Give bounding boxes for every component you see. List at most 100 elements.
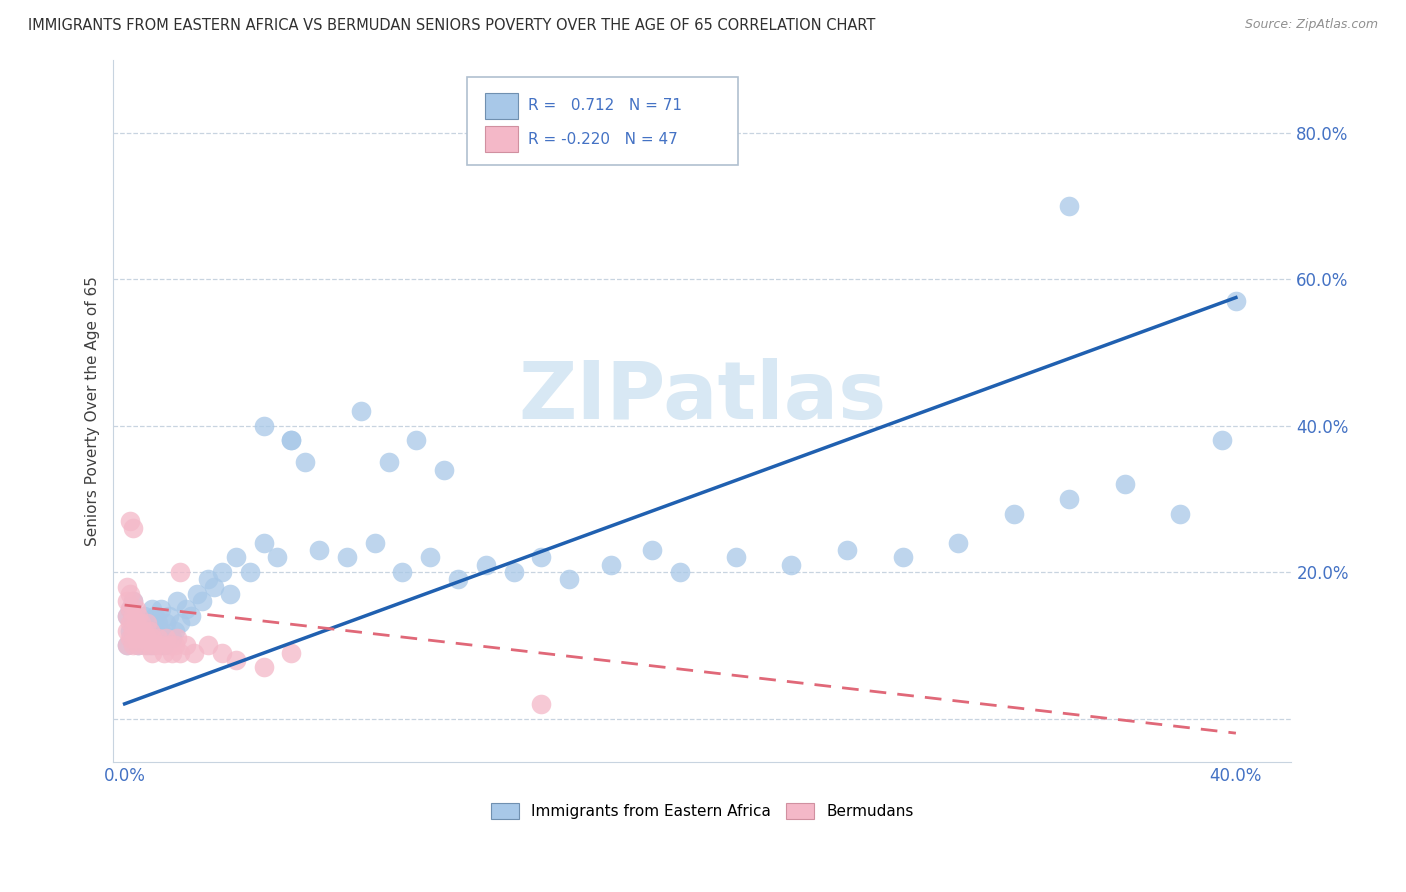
Point xyxy=(120,616,142,631)
Point xyxy=(186,587,208,601)
Point xyxy=(120,631,142,645)
Point xyxy=(122,624,145,638)
Point xyxy=(120,601,142,615)
Point xyxy=(138,638,160,652)
Point xyxy=(169,616,191,631)
Point xyxy=(125,616,148,631)
Point xyxy=(157,638,180,652)
Point xyxy=(336,550,359,565)
Point xyxy=(132,624,155,638)
Point xyxy=(128,624,150,638)
Point xyxy=(558,573,581,587)
Point xyxy=(166,594,188,608)
Point xyxy=(128,638,150,652)
Point xyxy=(122,631,145,645)
Point xyxy=(530,550,553,565)
Point xyxy=(135,624,157,638)
FancyBboxPatch shape xyxy=(467,78,738,165)
Point xyxy=(166,631,188,645)
Point xyxy=(117,624,139,638)
Point xyxy=(946,536,969,550)
Point xyxy=(149,624,172,638)
FancyBboxPatch shape xyxy=(485,126,517,153)
Point xyxy=(120,514,142,528)
Point xyxy=(252,660,274,674)
Point xyxy=(191,594,214,608)
Point xyxy=(155,631,177,645)
Point xyxy=(129,631,152,645)
Point xyxy=(391,565,413,579)
Point xyxy=(219,587,242,601)
Point xyxy=(141,601,163,615)
FancyBboxPatch shape xyxy=(485,93,517,120)
Point xyxy=(117,609,139,624)
Point xyxy=(225,550,247,565)
Point xyxy=(280,646,302,660)
Point xyxy=(1168,507,1191,521)
Point xyxy=(280,434,302,448)
Point xyxy=(146,631,169,645)
Point xyxy=(724,550,747,565)
Point xyxy=(141,646,163,660)
Y-axis label: Seniors Poverty Over the Age of 65: Seniors Poverty Over the Age of 65 xyxy=(86,277,100,546)
Point xyxy=(120,587,142,601)
Point xyxy=(138,616,160,631)
Point xyxy=(138,624,160,638)
Point xyxy=(197,573,219,587)
Point xyxy=(135,638,157,652)
Point xyxy=(128,638,150,652)
Point xyxy=(433,462,456,476)
Point xyxy=(117,609,139,624)
Point xyxy=(447,573,470,587)
Point xyxy=(225,653,247,667)
Point xyxy=(132,616,155,631)
Point xyxy=(1057,199,1080,213)
Point xyxy=(891,550,914,565)
Point xyxy=(1002,507,1025,521)
Point xyxy=(120,601,142,615)
Point xyxy=(129,631,152,645)
Point xyxy=(120,624,142,638)
Point xyxy=(122,609,145,624)
Point xyxy=(146,631,169,645)
Point xyxy=(530,697,553,711)
Point xyxy=(157,609,180,624)
Legend: Immigrants from Eastern Africa, Bermudans: Immigrants from Eastern Africa, Bermudan… xyxy=(485,797,920,825)
Point xyxy=(1211,434,1233,448)
Point xyxy=(125,631,148,645)
Text: R = -0.220   N = 47: R = -0.220 N = 47 xyxy=(529,131,678,146)
Point xyxy=(180,609,202,624)
Point xyxy=(138,631,160,645)
Point xyxy=(160,631,183,645)
Point xyxy=(155,616,177,631)
Point xyxy=(294,455,316,469)
Point xyxy=(143,609,166,624)
Point xyxy=(211,646,233,660)
Point xyxy=(174,638,197,652)
Point xyxy=(211,565,233,579)
Point xyxy=(117,638,139,652)
Point xyxy=(125,601,148,615)
Point xyxy=(183,646,205,660)
Point xyxy=(122,594,145,608)
Point xyxy=(141,638,163,652)
Point xyxy=(350,404,373,418)
Point xyxy=(308,543,330,558)
Point xyxy=(143,624,166,638)
Point xyxy=(405,434,427,448)
Point xyxy=(1225,294,1247,309)
Point xyxy=(280,434,302,448)
Point xyxy=(122,521,145,535)
Point xyxy=(599,558,621,572)
Point xyxy=(266,550,288,565)
Point xyxy=(132,609,155,624)
Point xyxy=(780,558,803,572)
Point xyxy=(152,638,174,652)
Point xyxy=(669,565,692,579)
Point xyxy=(169,565,191,579)
Point xyxy=(197,638,219,652)
Point xyxy=(419,550,441,565)
Point xyxy=(163,638,186,652)
Point xyxy=(641,543,664,558)
Text: ZIPatlas: ZIPatlas xyxy=(519,358,887,436)
